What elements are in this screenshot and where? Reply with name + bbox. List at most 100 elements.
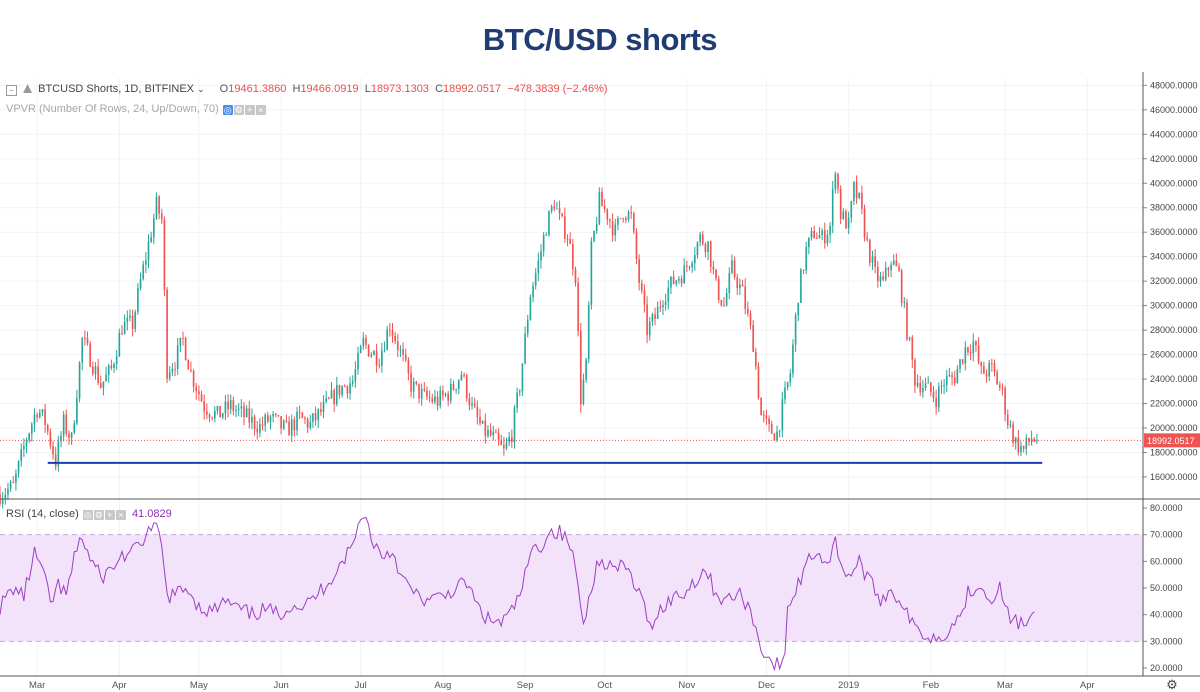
candle-body [243, 406, 245, 417]
plus-icon[interactable]: + [244, 105, 255, 115]
candle-body [375, 351, 378, 366]
candle-body [733, 260, 736, 278]
candle-body [1009, 424, 1012, 426]
candle-body [426, 390, 428, 397]
candle-body [381, 350, 383, 366]
candle-body [301, 412, 304, 418]
candle-body [643, 290, 646, 305]
candle-body [213, 410, 216, 419]
candle-body [1033, 438, 1036, 442]
y-tick-label: 42000.0000 [1150, 154, 1198, 164]
x-tick-label: Feb [923, 680, 939, 691]
candle-body [357, 352, 359, 370]
candle-body [625, 218, 627, 221]
candle-body [640, 282, 643, 291]
plus-icon[interactable]: + [104, 510, 115, 520]
high-label: H [292, 83, 301, 95]
candle-body [739, 284, 741, 289]
candle-body [977, 345, 980, 363]
rsi-line [0, 517, 1035, 672]
candle-body [333, 390, 335, 404]
gear-icon[interactable]: ⚙ [93, 510, 104, 520]
collapse-icon[interactable]: − [6, 85, 17, 96]
y-tick-label: 38000.0000 [1150, 203, 1198, 213]
candle-body [688, 266, 691, 268]
symbol-label[interactable]: BTCUSD Shorts, 1D, BITFINEX [38, 83, 194, 95]
y-tick-label: 44000.0000 [1150, 129, 1198, 139]
candle-body [564, 215, 566, 239]
candle-body [354, 369, 357, 382]
candle-body [975, 341, 977, 346]
candle-body [731, 260, 733, 273]
candle-body [391, 330, 394, 336]
candle-body [407, 359, 410, 373]
candle-body [794, 315, 797, 345]
candle-body [778, 430, 781, 432]
candle-body [259, 424, 261, 433]
candle-body [211, 417, 213, 419]
candle-body [182, 337, 184, 339]
gear-icon[interactable]: ⚙ [233, 105, 244, 115]
candle-body [808, 237, 810, 248]
candle-body [611, 221, 614, 236]
candle-body [892, 260, 895, 265]
candle-body [972, 341, 975, 353]
candle-body [237, 408, 240, 411]
candle-body [898, 266, 900, 271]
candle-body [654, 314, 656, 320]
candle-body [524, 333, 526, 364]
candle-body [518, 391, 521, 393]
candle-body [760, 398, 762, 416]
eye-icon[interactable]: ◎ [82, 510, 93, 520]
candle-body [57, 441, 60, 467]
y-tick-label: 20000.0000 [1150, 423, 1198, 433]
eye-icon[interactable]: ◎ [222, 105, 233, 115]
candle-body [267, 415, 269, 422]
candle-body [627, 212, 630, 221]
candle-body [394, 335, 396, 342]
candle-body [481, 420, 484, 424]
candle-body [609, 219, 611, 222]
rsi-label[interactable]: RSI (14, close) [6, 508, 79, 520]
y-tick-label: 46000.0000 [1150, 105, 1198, 115]
x-tick-label: Apr [1080, 680, 1095, 691]
candle-body [280, 416, 282, 429]
candle-body [723, 305, 725, 307]
y-tick-label: 36000.0000 [1150, 227, 1198, 237]
close-icon[interactable]: × [115, 510, 126, 520]
candle-body [704, 244, 707, 253]
candle-body [285, 420, 288, 422]
settings-gear-icon[interactable]: ⚙ [1166, 677, 1178, 692]
candle-body [882, 276, 884, 280]
candle-body [792, 344, 794, 374]
candle-body [450, 383, 452, 401]
candle-body [922, 387, 924, 393]
candle-body [585, 359, 587, 380]
close-icon[interactable]: × [255, 105, 266, 115]
x-tick-label: Jul [355, 680, 367, 691]
y-tick-label: 26000.0000 [1150, 350, 1198, 360]
candle-body [940, 386, 943, 388]
candle-body [540, 251, 542, 261]
candle-body [219, 406, 221, 418]
candle-body [953, 377, 956, 384]
candle-body [598, 191, 601, 225]
candle-body [147, 241, 150, 261]
candle-body [415, 381, 418, 384]
candle-body [115, 356, 118, 364]
candle-body [460, 374, 463, 380]
candle-body [855, 182, 858, 199]
candle-body [349, 383, 351, 394]
vpvr-label[interactable]: VPVR (Number Of Rows, 24, Up/Down, 70) [6, 103, 219, 115]
candle-body [126, 317, 129, 323]
candle-body [282, 420, 285, 429]
candle-body [516, 392, 518, 408]
candle-body [102, 381, 105, 388]
candle-body [444, 393, 447, 396]
candle-body [78, 362, 81, 399]
candle-body [208, 414, 211, 418]
candle-body [839, 188, 842, 219]
candle-body [306, 419, 309, 428]
chevron-down-icon[interactable]: ⌄ [197, 84, 205, 94]
